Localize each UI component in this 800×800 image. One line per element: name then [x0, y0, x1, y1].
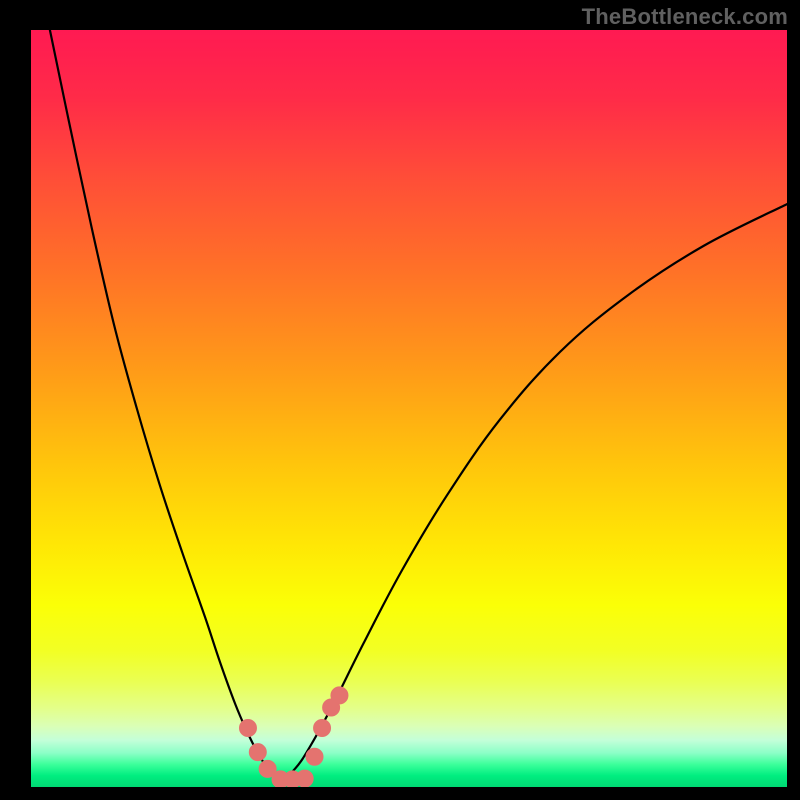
- highlight-marker: [239, 719, 256, 736]
- highlight-marker: [306, 748, 323, 765]
- bottleneck-curve-chart: [0, 0, 800, 800]
- highlight-marker: [314, 719, 331, 736]
- chart-frame: TheBottleneck.com: [0, 0, 800, 800]
- watermark-text: TheBottleneck.com: [582, 4, 788, 30]
- highlight-marker: [249, 744, 266, 761]
- highlight-marker: [331, 687, 348, 704]
- highlight-marker: [296, 770, 313, 787]
- chart-gradient-bg: [31, 30, 787, 787]
